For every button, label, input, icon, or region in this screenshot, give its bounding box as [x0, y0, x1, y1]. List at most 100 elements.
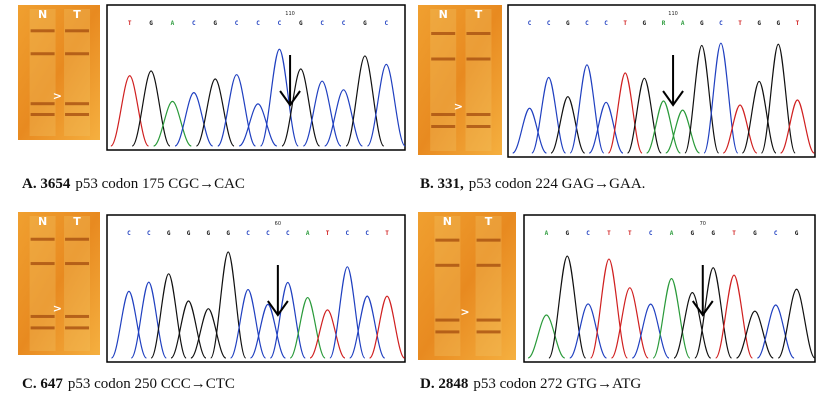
gel-band [65, 262, 90, 266]
base-call: A [171, 20, 175, 27]
trace-peak [110, 290, 147, 359]
gel-band [65, 237, 90, 241]
trace-peak [715, 274, 753, 359]
trace-peak [349, 295, 386, 359]
sample-id: C. 647 [22, 376, 63, 392]
base-call: C [147, 230, 151, 237]
trace-peak [610, 287, 649, 359]
gel-band [435, 263, 460, 267]
trace-peak [110, 75, 150, 147]
mutation-caption: p53 codon 175 CGC→CAC [75, 176, 245, 192]
chromatogram-frame [523, 214, 816, 363]
trace-peak [324, 89, 363, 147]
gel-band [476, 263, 501, 267]
band-marker: > [460, 306, 469, 319]
trace-peak [673, 292, 712, 359]
gel-band [431, 57, 456, 61]
trace-peak [174, 91, 214, 147]
lane-label: T [73, 215, 81, 228]
base-call: C [528, 20, 532, 27]
base-call: T [607, 230, 611, 237]
trace-peak [210, 251, 247, 359]
chromatogram-frame [106, 4, 406, 151]
lane-label: N [439, 8, 448, 21]
gel-image [418, 212, 516, 360]
base-call: C [246, 230, 250, 237]
base-call: A [306, 230, 310, 237]
trace-peak [590, 258, 628, 359]
base-call: C [585, 20, 589, 27]
base-call: C [342, 20, 346, 27]
gel-band [435, 318, 460, 322]
base-call: T [326, 230, 330, 237]
base-call: A [670, 230, 674, 237]
trace-peak [170, 300, 207, 359]
base-position: 110 [668, 11, 678, 17]
trace-peak [631, 303, 670, 359]
trace-peak [238, 103, 278, 147]
base-call: G [643, 20, 647, 27]
base-call: G [757, 20, 761, 27]
gel-band [65, 314, 90, 318]
chromatogram-frame [507, 4, 816, 158]
base-call: R [662, 20, 666, 27]
base-call: C [774, 230, 778, 237]
base-call: C [365, 230, 369, 237]
base-call: G [691, 230, 695, 237]
sample-id: B. 331, [420, 176, 464, 192]
trace-peak [588, 101, 624, 154]
trace-peak [735, 310, 774, 359]
lane-label: T [73, 8, 81, 21]
mutation-caption: p53 codon 250 CCC→CTC [68, 376, 235, 392]
band-marker: > [53, 302, 62, 315]
trace-peak [760, 43, 796, 154]
trace-peak [741, 80, 777, 154]
base-call: G [167, 230, 171, 237]
lane-label: T [485, 215, 493, 228]
mutation-arrow [662, 55, 684, 107]
base-call: C [649, 230, 653, 237]
trace-peak [131, 70, 171, 147]
gel-lane [64, 9, 91, 136]
base-call: T [796, 20, 800, 27]
band-marker: > [53, 90, 62, 103]
gel-band [65, 29, 90, 33]
gel-band [30, 262, 55, 266]
trace-peak [722, 104, 758, 154]
base-call: C [192, 20, 196, 27]
lane-label: N [443, 215, 452, 228]
trace-peak [550, 96, 586, 154]
mutation-arrow [691, 265, 714, 317]
gel-image [418, 5, 502, 155]
gel-band [30, 29, 55, 33]
base-call: G [566, 20, 570, 27]
base-call: C [278, 20, 282, 27]
gel-band [30, 113, 55, 116]
panel-caption: C. 647 p53 codon 250 CCC→CTC [22, 376, 235, 392]
trace-peak [259, 48, 299, 147]
mutation-arrow [267, 265, 289, 317]
base-call: T [128, 20, 132, 27]
base-call: G [149, 20, 153, 27]
panel-caption: B. 331, p53 codon 224 GAG→GAA. [420, 176, 645, 192]
gel-band [476, 238, 501, 242]
trace-peak [249, 303, 286, 359]
base-call: G [711, 230, 715, 237]
trace-peak [694, 267, 733, 359]
gel-band [435, 238, 460, 242]
gel-image [18, 212, 100, 355]
mutation-arrow [279, 55, 301, 107]
gel-band [466, 32, 491, 35]
lane-label: N [38, 8, 47, 21]
trace-peak [281, 68, 321, 147]
trace-peak [531, 76, 567, 154]
base-call: T [628, 230, 632, 237]
trace-peak [548, 255, 587, 359]
trace-peak [153, 100, 192, 147]
base-call: C [384, 20, 388, 27]
base-call: G [207, 230, 211, 237]
trace-peak [569, 64, 605, 154]
base-call: A [545, 230, 549, 237]
gel-lane [475, 216, 502, 356]
gel-band [65, 102, 90, 106]
